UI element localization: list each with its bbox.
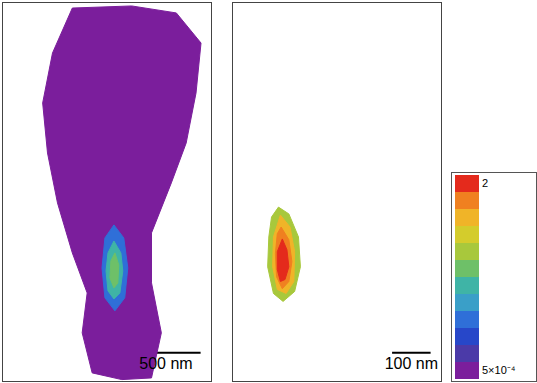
svg-text:500 nm: 500 nm xyxy=(139,355,192,372)
html-text:5×10⁻⁴: 5×10⁻⁴ xyxy=(482,363,516,376)
html-text:2: 2 xyxy=(482,177,489,189)
svg-text:100 nm: 100 nm xyxy=(385,355,438,372)
